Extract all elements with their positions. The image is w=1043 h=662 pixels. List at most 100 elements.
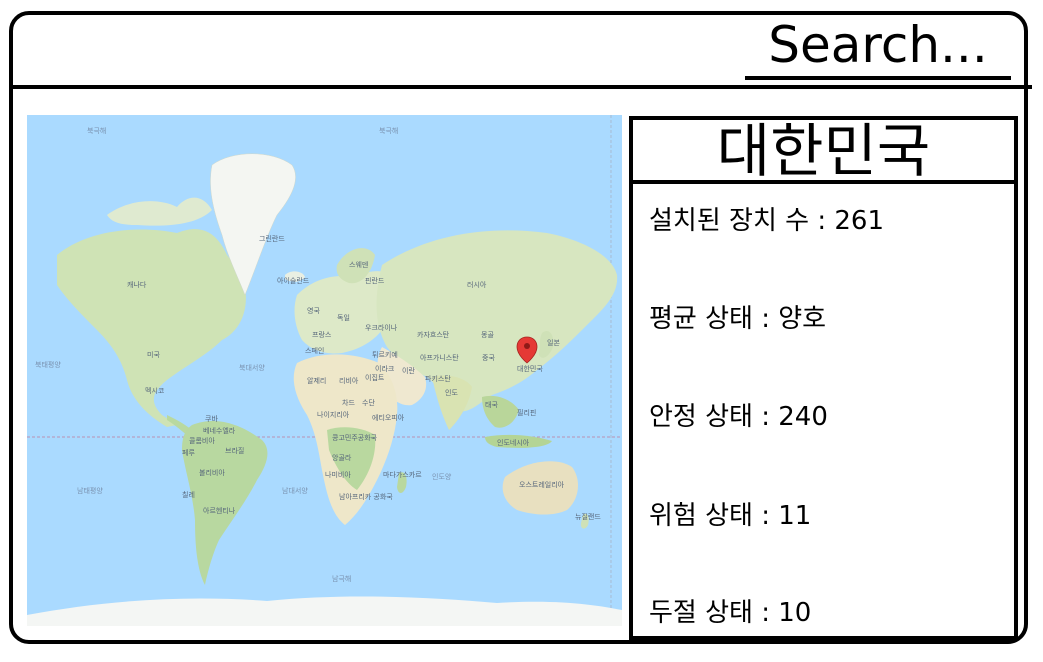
country-info-panel: 대한민국 설치된 장치 수 : 261 평균 상태 : 양호 안정 상태 : 2… [629, 116, 1018, 640]
map-label-germany: 독일 [337, 313, 350, 322]
map-label-afghanistan: 아프가니스탄 [420, 353, 459, 362]
map-label-indian-ocean: 인도양 [432, 472, 452, 481]
map-label-korea: 대한민국 [517, 364, 543, 373]
stat-separator: : [752, 402, 779, 432]
south-america [182, 420, 268, 585]
stat-value: 11 [778, 501, 812, 531]
map-label-kazakhstan: 카자흐스탄 [417, 330, 450, 339]
stat-label: 평균 상태 [649, 304, 753, 334]
map-label-south-africa: 남아프리카 공화국 [339, 492, 393, 501]
stat-label: 안정 상태 [649, 402, 753, 432]
map-label-spain: 스페인 [305, 346, 324, 355]
map-label-venezuela: 베네수엘라 [203, 426, 236, 435]
japan-shape [539, 330, 554, 358]
map-label-new-zealand: 뉴질랜드 [575, 512, 601, 521]
map-label-indonesia: 인도네시아 [497, 438, 530, 447]
map-label-sweden: 스웨덴 [349, 260, 368, 269]
world-map-canvas[interactable]: 북극해 북극해 그린란드 아이슬란드 북태평양 북대서양 남태평양 남대서양 인… [27, 115, 622, 626]
map-label-greenland: 그린란드 [259, 234, 285, 243]
map-label-sudan: 수단 [362, 398, 375, 407]
map-label-china: 중국 [482, 354, 495, 362]
map-label-south-pacific: 남태평양 [77, 486, 103, 495]
map-label-mongolia: 몽골 [481, 331, 494, 339]
search-input[interactable]: Search... [745, 14, 1011, 80]
map-label-philippines: 필리핀 [517, 408, 536, 417]
stat-separator: : [752, 598, 779, 628]
india-shape [432, 375, 472, 430]
stat-value: 양호 [778, 304, 827, 334]
stat-separator: : [752, 304, 779, 334]
map-label-brazil: 브라질 [225, 446, 244, 455]
asia [376, 230, 618, 412]
map-label-egypt: 이집트 [365, 373, 385, 382]
stat-separator: : [809, 206, 835, 236]
map-label-angola: 앙골라 [332, 453, 352, 462]
map-label-congo: 콩고민주공화국 [332, 433, 378, 442]
stat-installed-devices: 설치된 장치 수 : 261 [649, 204, 884, 238]
map-label-chile: 칠레 [182, 490, 195, 499]
map-label-madagascar: 마다가스카르 [383, 470, 422, 479]
map-label-ethiopia: 에티오피아 [372, 413, 405, 422]
indonesia-shape [485, 434, 552, 448]
map-label-southern-ocean: 남극해 [332, 574, 351, 583]
map-label-iceland: 아이슬란드 [277, 276, 310, 285]
map-label-argentina: 아르헨티나 [203, 506, 236, 515]
stat-stable-status: 안정 상태 : 240 [649, 400, 828, 434]
stat-label: 설치된 장치 수 [649, 206, 810, 236]
map-label-india: 인도 [445, 388, 458, 397]
southeast-asia [482, 395, 519, 428]
canada-arctic [107, 197, 212, 226]
map-label-australia: 오스트레일리아 [519, 480, 565, 489]
map-label-south-atlantic: 남대서양 [282, 486, 308, 495]
map-label-turkey: 튀르키예 [372, 350, 398, 359]
iceland-shape [285, 271, 305, 282]
map-label-japan: 일본 [547, 338, 560, 347]
map-label-colombia: 콜롬비아 [189, 436, 215, 445]
greenland [210, 153, 296, 296]
map-label-canada: 캐나다 [127, 280, 147, 289]
map-label-bolivia: 볼리비아 [199, 468, 225, 477]
map-label-thailand: 태국 [485, 401, 498, 409]
central-africa [327, 427, 376, 490]
map-label-iraq: 이라크 [375, 364, 395, 373]
world-map[interactable]: 북극해 북극해 그린란드 아이슬란드 북태평양 북대서양 남태평양 남대서양 인… [27, 115, 622, 626]
map-pin-icon[interactable] [516, 336, 538, 364]
map-label-north-atlantic: 북대서양 [239, 363, 265, 372]
stat-danger-status: 위험 상태 : 11 [649, 499, 811, 533]
map-label-mexico: 멕시코 [145, 386, 165, 395]
map-label-arctic-left: 북극해 [87, 126, 106, 135]
stat-separator: : [752, 501, 779, 531]
scandinavia [336, 248, 375, 284]
stat-value: 10 [778, 598, 812, 628]
map-label-peru: 페루 [182, 448, 195, 457]
map-label-cuba: 쿠바 [205, 414, 218, 423]
map-pin-dot [524, 343, 530, 349]
country-title: 대한민국 [633, 120, 1014, 184]
map-label-finland: 핀란드 [365, 276, 385, 285]
stat-disconnected-status: 두절 상태 : 10 [649, 596, 811, 630]
map-label-usa: 미국 [147, 350, 160, 359]
australia-shape [502, 461, 579, 515]
map-label-namibia: 나미비아 [325, 470, 351, 479]
map-label-arctic-right: 북극해 [379, 126, 398, 135]
stat-average-status: 평균 상태 : 양호 [649, 302, 826, 336]
map-label-france: 프랑스 [312, 331, 332, 339]
madagascar-shape [397, 472, 407, 493]
stat-value: 240 [778, 402, 828, 432]
map-label-libya: 리비아 [339, 376, 359, 385]
map-label-chad: 차드 [342, 398, 355, 407]
new-zealand-shape [580, 513, 589, 529]
map-label-uk: 영국 [307, 306, 320, 315]
stat-label: 위험 상태 [649, 501, 753, 531]
antarctica [27, 596, 622, 626]
map-label-russia: 러시아 [467, 280, 487, 289]
north-america [57, 229, 246, 427]
location-marker[interactable]: 대한민국 [516, 336, 543, 373]
map-label-north-pacific: 북태평양 [35, 360, 61, 369]
stat-value: 261 [834, 206, 884, 236]
map-label-algeria: 알제리 [307, 376, 326, 385]
map-label-iran: 이란 [402, 366, 415, 375]
map-label-nigeria: 나이지리아 [317, 410, 350, 419]
map-label-pakistan: 파키스탄 [425, 374, 451, 383]
header-divider [9, 85, 1032, 89]
